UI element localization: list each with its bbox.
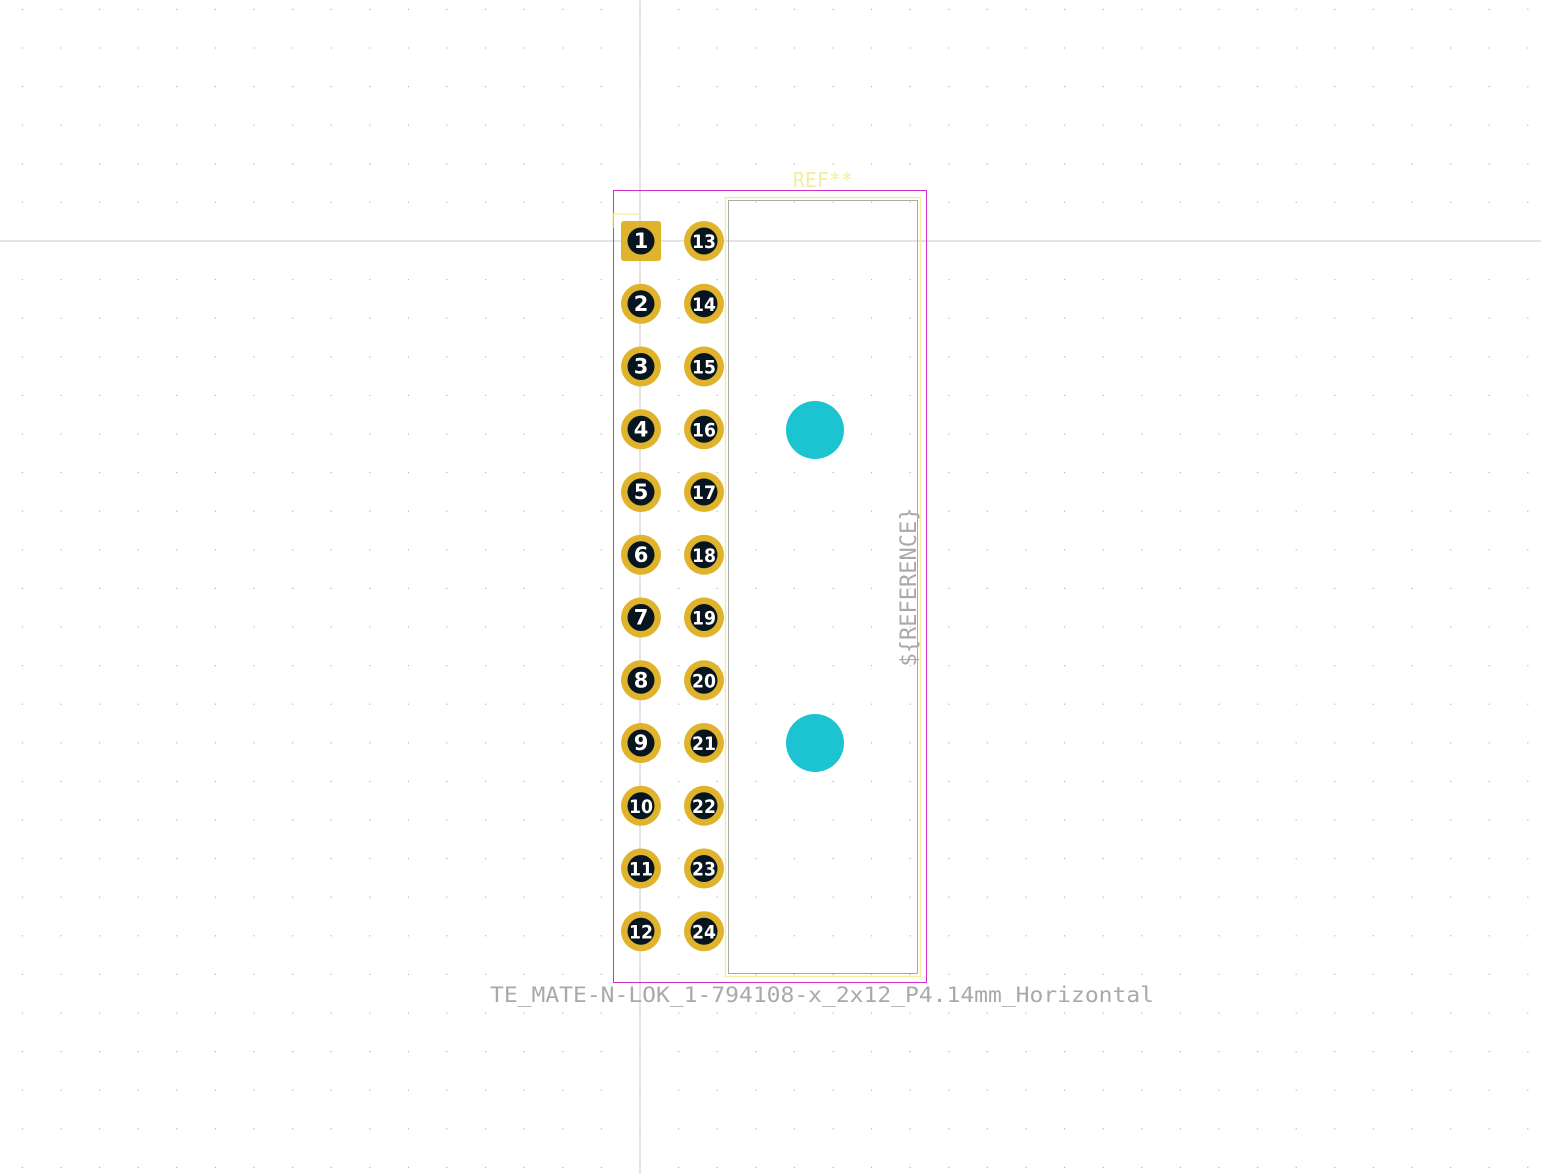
pad-number: 20 — [692, 670, 716, 692]
pad-number: 4 — [634, 417, 649, 441]
pad-12[interactable]: 12 — [621, 911, 661, 952]
pad-number: 12 — [629, 921, 653, 943]
pad-number: 22 — [692, 796, 716, 818]
pad-8[interactable]: 8 — [621, 660, 661, 701]
pad-number: 1 — [634, 229, 649, 253]
pad-21[interactable]: 21 — [684, 723, 724, 763]
pad-4[interactable]: 4 — [621, 409, 661, 450]
fab-body-outline — [728, 200, 918, 974]
silkscreen-body-outline — [724, 196, 922, 978]
npth-hole — [786, 401, 844, 459]
pad-17[interactable]: 17 — [684, 472, 724, 512]
pad-11[interactable]: 11 — [621, 848, 661, 889]
pad-number: 23 — [692, 859, 716, 881]
pad-number: 2 — [634, 292, 649, 316]
pad-19[interactable]: 19 — [684, 597, 724, 638]
pad-7[interactable]: 7 — [621, 597, 661, 638]
pad-5[interactable]: 5 — [621, 472, 661, 512]
pad-number: 14 — [692, 294, 716, 316]
pad-18[interactable]: 18 — [684, 534, 724, 575]
pad-number: 21 — [692, 733, 716, 755]
pad-number: 10 — [629, 796, 653, 818]
pad-15[interactable]: 15 — [684, 346, 724, 387]
pad-23[interactable]: 23 — [684, 848, 724, 889]
pad-number: 19 — [692, 608, 716, 630]
pad-20[interactable]: 20 — [684, 660, 724, 701]
npth-hole — [786, 714, 844, 772]
courtyard-outline — [613, 190, 927, 983]
pad-16[interactable]: 16 — [684, 409, 724, 450]
pad-number: 24 — [692, 921, 716, 943]
pad-2[interactable]: 2 — [621, 283, 661, 324]
pad-number: 3 — [634, 355, 649, 379]
footprint-value: TE_MATE-N-LOK_1-794108-x_2x12_P4.14mm_Ho… — [490, 983, 1154, 1007]
pad-6[interactable]: 6 — [621, 534, 661, 575]
pad-number: 16 — [692, 419, 716, 441]
pad-number: 13 — [692, 231, 716, 253]
pad-13[interactable]: 13 — [684, 221, 724, 261]
pad-number: 11 — [629, 859, 653, 881]
fab-reference-text: ${REFERENCE} — [897, 508, 922, 667]
reference-designator: REF** — [793, 168, 853, 192]
pad-9[interactable]: 9 — [621, 723, 661, 763]
pad-number: 5 — [634, 480, 649, 504]
mounting-holes — [786, 401, 844, 772]
pad-14[interactable]: 14 — [684, 283, 724, 324]
pad-number: 17 — [692, 482, 716, 504]
pad-1[interactable]: 1 — [621, 221, 661, 261]
pad-number: 9 — [634, 731, 649, 755]
pad-number: 8 — [634, 668, 649, 692]
pad-number: 6 — [634, 543, 649, 567]
pin1-silkscreen-marker — [612, 213, 640, 228]
pad-number: 7 — [634, 606, 649, 630]
pad-24[interactable]: 24 — [684, 911, 724, 952]
pad-number: 18 — [692, 545, 716, 567]
pad-number: 15 — [692, 357, 716, 379]
pad-10[interactable]: 10 — [621, 785, 661, 826]
pad-3[interactable]: 3 — [621, 346, 661, 387]
pad-22[interactable]: 22 — [684, 785, 724, 826]
